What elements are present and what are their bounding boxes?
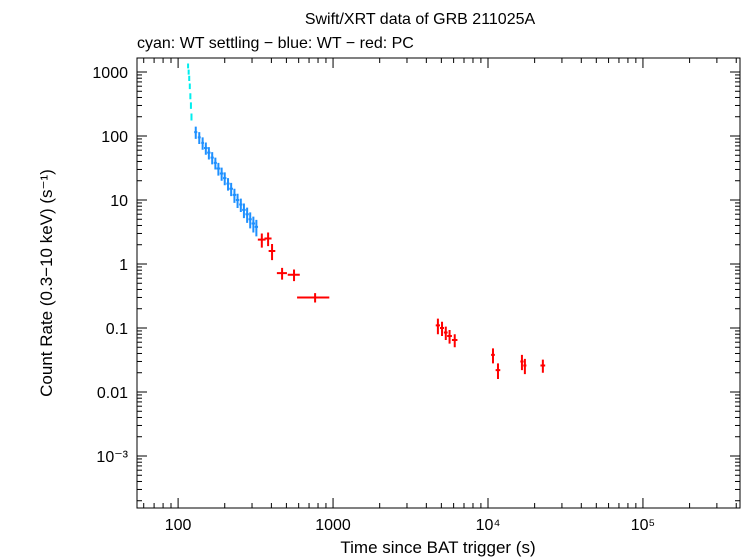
- x-axis-label: Time since BAT trigger (s): [340, 538, 535, 557]
- error-bar: [245, 207, 249, 223]
- error-bar: [194, 126, 198, 139]
- error-bar: [207, 147, 211, 160]
- error-bar: [187, 63, 190, 69]
- error-bar: [254, 219, 259, 237]
- error-bar: [204, 142, 208, 155]
- error-bar: [219, 167, 224, 181]
- plot-frame: [136, 57, 741, 509]
- error-bar: [229, 182, 233, 197]
- y-tick-label: 0.01: [97, 385, 128, 402]
- y-tick-label: 10: [110, 193, 128, 210]
- error-bar: [188, 83, 191, 90]
- error-bar: [520, 354, 524, 371]
- error-bar: [235, 193, 240, 208]
- error-bar: [210, 152, 214, 165]
- error-bar: [443, 326, 448, 340]
- y-tick-label: 0.1: [106, 321, 128, 338]
- error-bar: [188, 75, 191, 81]
- error-bar: [187, 69, 190, 75]
- error-bar: [197, 132, 201, 144]
- x-tick-label: 100: [165, 517, 192, 534]
- error-bar: [242, 203, 246, 219]
- chart-subtitle: cyan: WT settling − blue: WT − red: PC: [137, 35, 414, 52]
- y-tick-label: 10⁻³: [96, 449, 128, 466]
- error-bar: [297, 293, 330, 303]
- y-tick-label: 1000: [92, 65, 128, 82]
- error-bar: [239, 198, 243, 212]
- error-bar: [213, 157, 217, 170]
- error-bar: [439, 321, 444, 336]
- error-bar: [216, 162, 221, 176]
- error-bar: [451, 334, 458, 348]
- error-bar: [190, 113, 193, 121]
- x-tick-label: 1000: [315, 517, 351, 534]
- error-bar: [435, 318, 440, 335]
- x-tick-label: 10⁴: [476, 517, 501, 534]
- error-bar: [232, 188, 237, 203]
- error-bar: [491, 348, 495, 364]
- error-bar: [257, 233, 266, 248]
- y-axis-label: Count Rate (0.3−10 keV) (s⁻¹): [37, 169, 56, 397]
- y-tick-label: 100: [101, 129, 128, 146]
- x-tick-label: 10⁵: [631, 517, 655, 534]
- error-bar: [287, 269, 300, 282]
- error-bar: [201, 137, 205, 150]
- error-bar: [251, 216, 256, 233]
- error-bar: [223, 172, 227, 186]
- error-bar: [276, 267, 287, 280]
- error-bar: [248, 212, 252, 229]
- error-bar: [540, 359, 546, 373]
- error-bar: [268, 244, 276, 261]
- error-bar: [447, 330, 452, 344]
- chart-title: Swift/XRT data of GRB 211025A: [305, 11, 536, 28]
- error-bar: [523, 358, 527, 375]
- error-bar: [189, 93, 192, 100]
- error-bar: [226, 178, 230, 191]
- error-bar: [264, 232, 272, 247]
- y-tick-label: 1: [119, 257, 128, 274]
- error-bar: [189, 102, 192, 109]
- error-bar: [495, 363, 501, 379]
